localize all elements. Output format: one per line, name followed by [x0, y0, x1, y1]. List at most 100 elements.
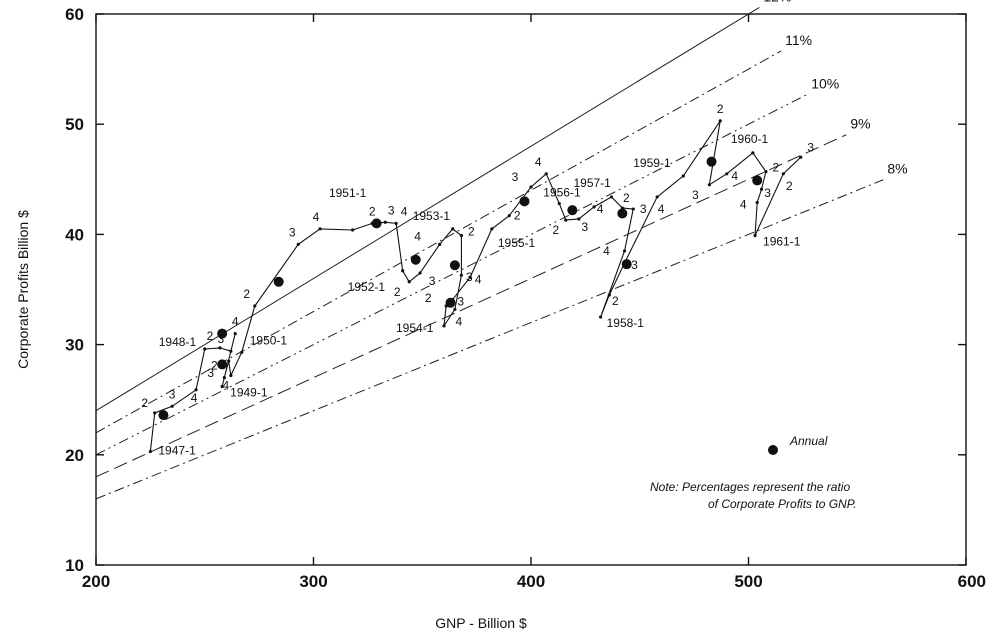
x-tick-label: 500 — [734, 572, 762, 591]
point-label: 3 — [457, 294, 464, 308]
quarter-point — [755, 200, 759, 205]
quarter-point — [229, 373, 233, 378]
x-tick-label: 400 — [517, 572, 545, 591]
legend-annual-marker — [768, 445, 778, 455]
annual-point — [617, 208, 628, 219]
quarter-point — [507, 214, 511, 218]
quarter-point — [544, 172, 548, 176]
y-tick-label: 10 — [65, 556, 84, 575]
point-label: 4 — [740, 197, 747, 211]
point-label: 4 — [191, 391, 198, 405]
annual-point — [371, 218, 382, 229]
point-label: 4 — [597, 202, 604, 216]
ratio-line-2 — [95, 93, 808, 456]
quarter-point — [153, 411, 157, 415]
quarter-point — [725, 172, 729, 176]
note-line-1: Note: Percentages represent the ratio — [650, 480, 850, 494]
point-label: 3 — [218, 332, 225, 346]
quarter-point — [622, 249, 627, 253]
quarter-point — [718, 119, 722, 123]
quarter-point — [753, 233, 757, 238]
quarter-point — [681, 174, 685, 178]
quarter-point — [557, 201, 561, 206]
annual-point — [706, 156, 717, 167]
quarter-point — [707, 183, 711, 187]
point-label: 2 — [207, 329, 214, 343]
ratio-label-0: 12% — [763, 0, 791, 4]
quarter-point — [451, 227, 455, 231]
quarter-point — [459, 273, 463, 277]
point-label: 2 — [425, 291, 432, 305]
point-label: 2 — [612, 294, 619, 308]
x-tick-label: 300 — [299, 572, 327, 591]
quarter-point — [394, 221, 398, 225]
y-axis-label: Corporate Profits Billion $ — [15, 210, 31, 369]
quarter-point — [401, 269, 405, 273]
ratio-line-4 — [95, 179, 884, 500]
point-label: 1947-1 — [158, 443, 196, 457]
point-label: 2 — [369, 204, 376, 218]
note-line-2: of Corporate Profits to GNP. — [708, 497, 857, 511]
point-label: 2 — [514, 209, 521, 223]
quarter-point — [170, 404, 174, 408]
annual-point — [519, 196, 530, 207]
point-label: 4 — [401, 204, 408, 218]
quarter-point — [383, 220, 387, 224]
point-label: 4 — [658, 202, 665, 216]
point-label: 2 — [717, 102, 724, 116]
quarter-point — [490, 227, 494, 231]
y-tick-label: 40 — [65, 225, 84, 244]
point-label: 1955-1 — [498, 236, 536, 250]
point-label: 3 — [207, 366, 214, 380]
quarter-point — [194, 388, 198, 392]
point-label: 3 — [512, 170, 519, 184]
point-label: 4 — [456, 314, 463, 328]
point-label: 4 — [414, 229, 421, 243]
y-tick-label: 20 — [65, 446, 84, 465]
annual-point — [449, 260, 460, 271]
point-label: 3 — [692, 188, 699, 202]
annual-point — [752, 175, 763, 186]
legend: Annual Note: Percentages represent the r… — [650, 434, 857, 511]
quarter-point — [564, 218, 568, 222]
ratio-label-3: 9% — [850, 116, 870, 132]
quarter-point — [438, 242, 442, 246]
annual-point — [621, 259, 632, 270]
annual-point — [217, 328, 228, 339]
quarter-point — [253, 304, 257, 308]
ratio-line-3 — [95, 134, 847, 478]
point-label: 1951-1 — [329, 186, 367, 200]
quarter-point — [751, 151, 755, 155]
quarterly-series — [148, 119, 803, 454]
point-label: 1953-1 — [413, 209, 451, 223]
point-label: 3 — [466, 270, 473, 284]
quarter-point — [468, 275, 472, 279]
point-label: 1954-1 — [396, 321, 434, 335]
point-label: 4 — [475, 272, 482, 286]
quarter-point — [203, 347, 207, 351]
annual-point — [273, 276, 284, 287]
quarter-point — [759, 187, 764, 191]
quarter-point — [799, 155, 803, 159]
point-label: 2 — [468, 225, 475, 239]
ratio-label-1: 11% — [785, 32, 812, 48]
ratio-reference-lines: 12% 11% 10% 9% 8% — [95, 0, 908, 500]
ratio-line-0 — [95, 6, 760, 412]
quarter-point — [418, 271, 422, 275]
y-tick-label: 60 — [65, 5, 84, 24]
quarter-point — [655, 195, 659, 199]
quarter-point — [607, 293, 611, 297]
annual-point — [567, 205, 578, 216]
point-label: 2 — [552, 223, 559, 237]
point-label: 4 — [313, 210, 320, 224]
point-label: 2 — [773, 161, 780, 175]
point-label: 4 — [535, 155, 542, 169]
point-label: 2 — [786, 179, 793, 193]
quarter-point — [631, 207, 635, 211]
quarter-point — [529, 185, 533, 189]
y-tick-label: 30 — [65, 336, 84, 355]
point-label: 2 — [211, 359, 218, 373]
annual-point — [445, 297, 456, 308]
point-label: 1949-1 — [230, 385, 268, 399]
